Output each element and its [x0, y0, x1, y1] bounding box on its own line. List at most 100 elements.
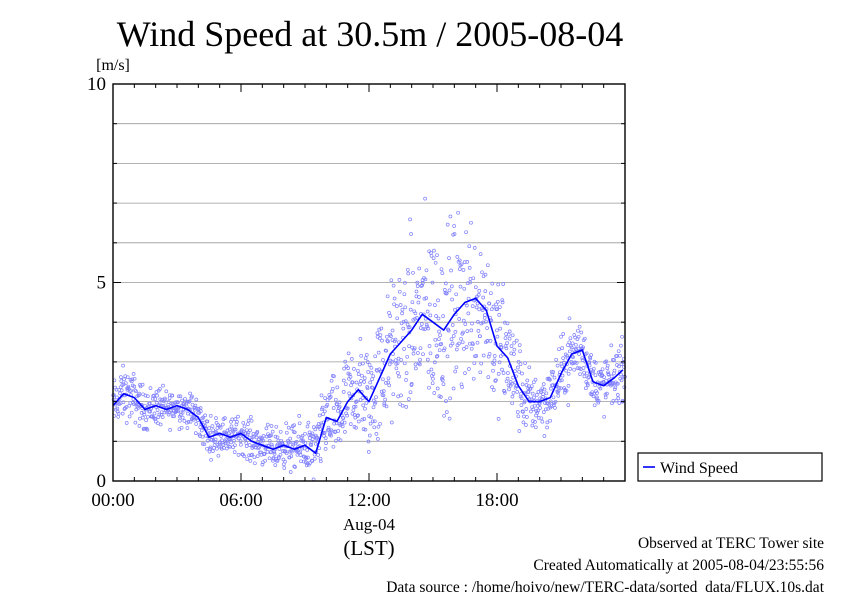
sample-point [574, 361, 579, 365]
sample-point [449, 337, 454, 342]
sample-point [153, 397, 157, 401]
sample-point [267, 456, 272, 461]
sample-point [379, 326, 384, 331]
sample-point [349, 357, 354, 361]
sample-point [581, 345, 585, 350]
sample-point [369, 415, 373, 420]
sample-point [277, 456, 281, 460]
sample-point [520, 409, 525, 414]
sample-point [387, 362, 392, 367]
sample-point [140, 415, 145, 420]
sample-point [270, 429, 275, 434]
sample-point [426, 326, 431, 331]
sample-point [418, 346, 423, 351]
sample-point [585, 383, 590, 388]
sample-point [323, 447, 328, 451]
sample-point [463, 371, 467, 375]
sample-point [319, 393, 324, 398]
sample-point [460, 385, 464, 389]
sample-point [176, 394, 181, 399]
sample-point [542, 387, 547, 392]
sample-point [310, 459, 315, 463]
sample-point [531, 419, 535, 423]
sample-point [302, 459, 306, 464]
sample-point [410, 300, 415, 305]
sample-point [510, 333, 515, 338]
sample-point [403, 305, 408, 310]
sample-point [399, 393, 403, 398]
sample-point [559, 334, 563, 339]
sample-point [420, 283, 425, 288]
sample-point [440, 378, 445, 383]
sample-point [553, 406, 557, 410]
sample-point [557, 347, 561, 352]
sample-point [351, 393, 356, 398]
sample-point [261, 438, 266, 443]
sample-point [564, 388, 569, 393]
sample-point [269, 442, 274, 447]
sample-point [465, 329, 470, 333]
sample-point [521, 410, 525, 414]
sample-point [413, 366, 418, 371]
sample-point [386, 376, 391, 381]
sample-point [585, 381, 590, 386]
sample-point [338, 438, 343, 443]
sample-point [352, 367, 356, 371]
sample-point [243, 437, 248, 442]
sample-point [245, 457, 250, 462]
sample-point [318, 459, 323, 464]
sample-point [503, 336, 508, 340]
sample-point [620, 334, 624, 339]
sample-point [185, 399, 190, 404]
sample-point [574, 342, 578, 347]
sample-point [435, 386, 440, 391]
sample-point [548, 399, 553, 404]
sample-point [424, 268, 429, 273]
sample-point [605, 363, 610, 368]
sample-point [286, 438, 290, 443]
sample-point [136, 406, 141, 410]
sample-point [467, 367, 471, 371]
sample-point [496, 282, 501, 287]
sample-point [516, 359, 521, 364]
sample-point [457, 258, 462, 263]
sample-point [404, 378, 408, 382]
sample-point [511, 391, 516, 395]
sample-point [419, 284, 424, 288]
sample-point [325, 398, 330, 402]
sample-point [461, 268, 466, 272]
sample-point [198, 409, 203, 414]
sample-point [349, 383, 353, 388]
sample-point [531, 380, 536, 385]
sample-point [306, 455, 310, 460]
sample-point [612, 358, 616, 362]
sample-point [198, 425, 203, 429]
sample-point [495, 307, 500, 311]
sample-point [530, 391, 535, 396]
sample-point [404, 371, 409, 375]
sample-point [220, 438, 224, 443]
sample-point [438, 395, 443, 399]
sample-point [481, 320, 485, 325]
sample-point [203, 413, 207, 418]
sample-point [613, 385, 618, 390]
sample-point [318, 427, 323, 431]
sample-point [439, 342, 444, 346]
sample-point [534, 409, 539, 413]
sample-point [470, 321, 474, 326]
sample-point [481, 353, 486, 358]
sample-point [119, 375, 123, 379]
sample-point [536, 408, 541, 413]
sample-point [584, 351, 589, 356]
sample-point [584, 386, 588, 391]
sample-point [398, 303, 403, 307]
sample-point [413, 362, 418, 367]
sample-point [588, 356, 593, 361]
sample-point [524, 407, 529, 411]
sample-point [615, 393, 620, 397]
sample-point [492, 362, 496, 367]
sample-point [467, 244, 472, 249]
sample-point [433, 260, 438, 265]
sample-point [480, 308, 485, 312]
chart-title: Wind Speed at 30.5m / 2005-08-04 [117, 14, 623, 54]
